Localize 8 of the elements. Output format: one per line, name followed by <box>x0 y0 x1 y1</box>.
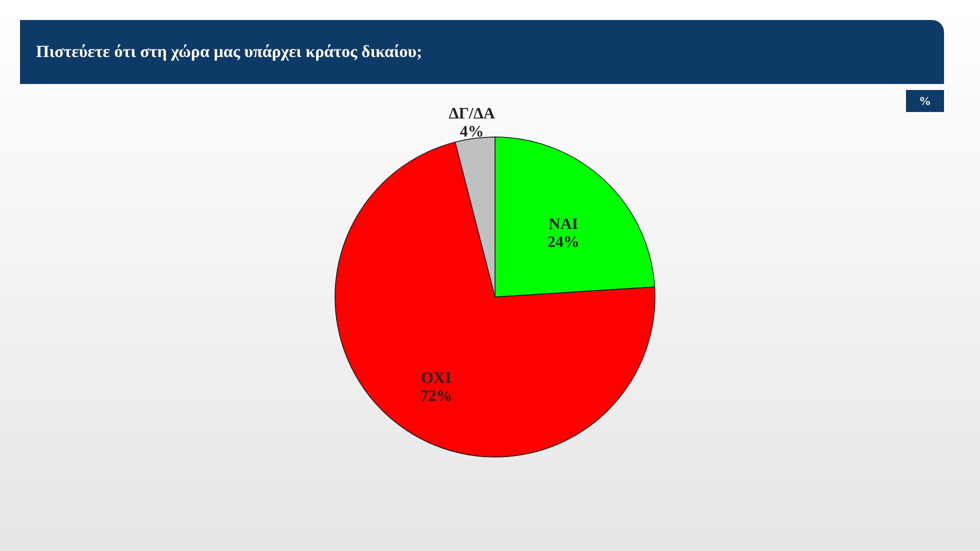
chart-title: Πιστεύετε ότι στη χώρα μας υπάρχει κράτος δικαίου; <box>20 20 944 84</box>
text: % <box>906 90 944 112</box>
data-label: 24% <box>547 234 580 252</box>
slice-label: ΔΓ/ΔΑ <box>448 105 496 122</box>
slice-label: ΝΑΙ <box>548 216 578 234</box>
slice-label: ΟΧΙ <box>421 370 452 387</box>
data-label: 4% <box>460 123 484 140</box>
data-label: 72% <box>420 388 452 405</box>
